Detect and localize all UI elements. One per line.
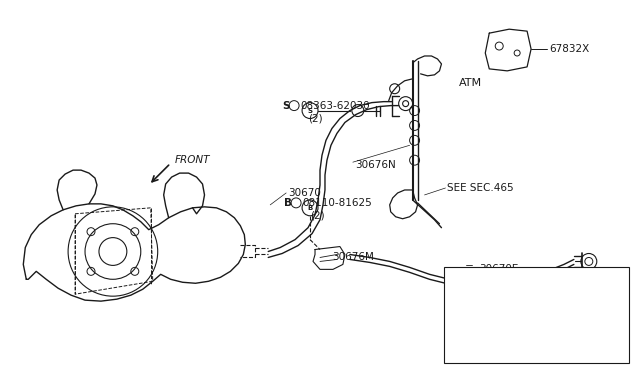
Text: S: S bbox=[283, 100, 290, 110]
Text: ATM: ATM bbox=[460, 78, 483, 88]
Text: 30676M: 30676M bbox=[332, 253, 374, 263]
Text: 30676N: 30676N bbox=[355, 160, 396, 170]
Text: 30670E: 30670E bbox=[479, 264, 518, 275]
Text: FRONT: FRONT bbox=[175, 155, 210, 165]
Text: ^307⁄0004: ^307⁄0004 bbox=[564, 352, 609, 361]
Text: 30670: 30670 bbox=[288, 188, 321, 198]
Text: (2): (2) bbox=[310, 211, 324, 221]
Text: 67832X: 67832X bbox=[549, 44, 589, 54]
Bar bbox=[444, 267, 629, 363]
Text: 08110-81625: 08110-81625 bbox=[302, 198, 372, 208]
Text: (2): (2) bbox=[308, 113, 323, 124]
Text: 08363-6203θ: 08363-6203θ bbox=[300, 100, 370, 110]
Text: B: B bbox=[307, 205, 313, 211]
Text: SEE SEC.465: SEE SEC.465 bbox=[447, 183, 514, 193]
Text: B: B bbox=[284, 198, 292, 208]
Text: S: S bbox=[308, 108, 312, 113]
